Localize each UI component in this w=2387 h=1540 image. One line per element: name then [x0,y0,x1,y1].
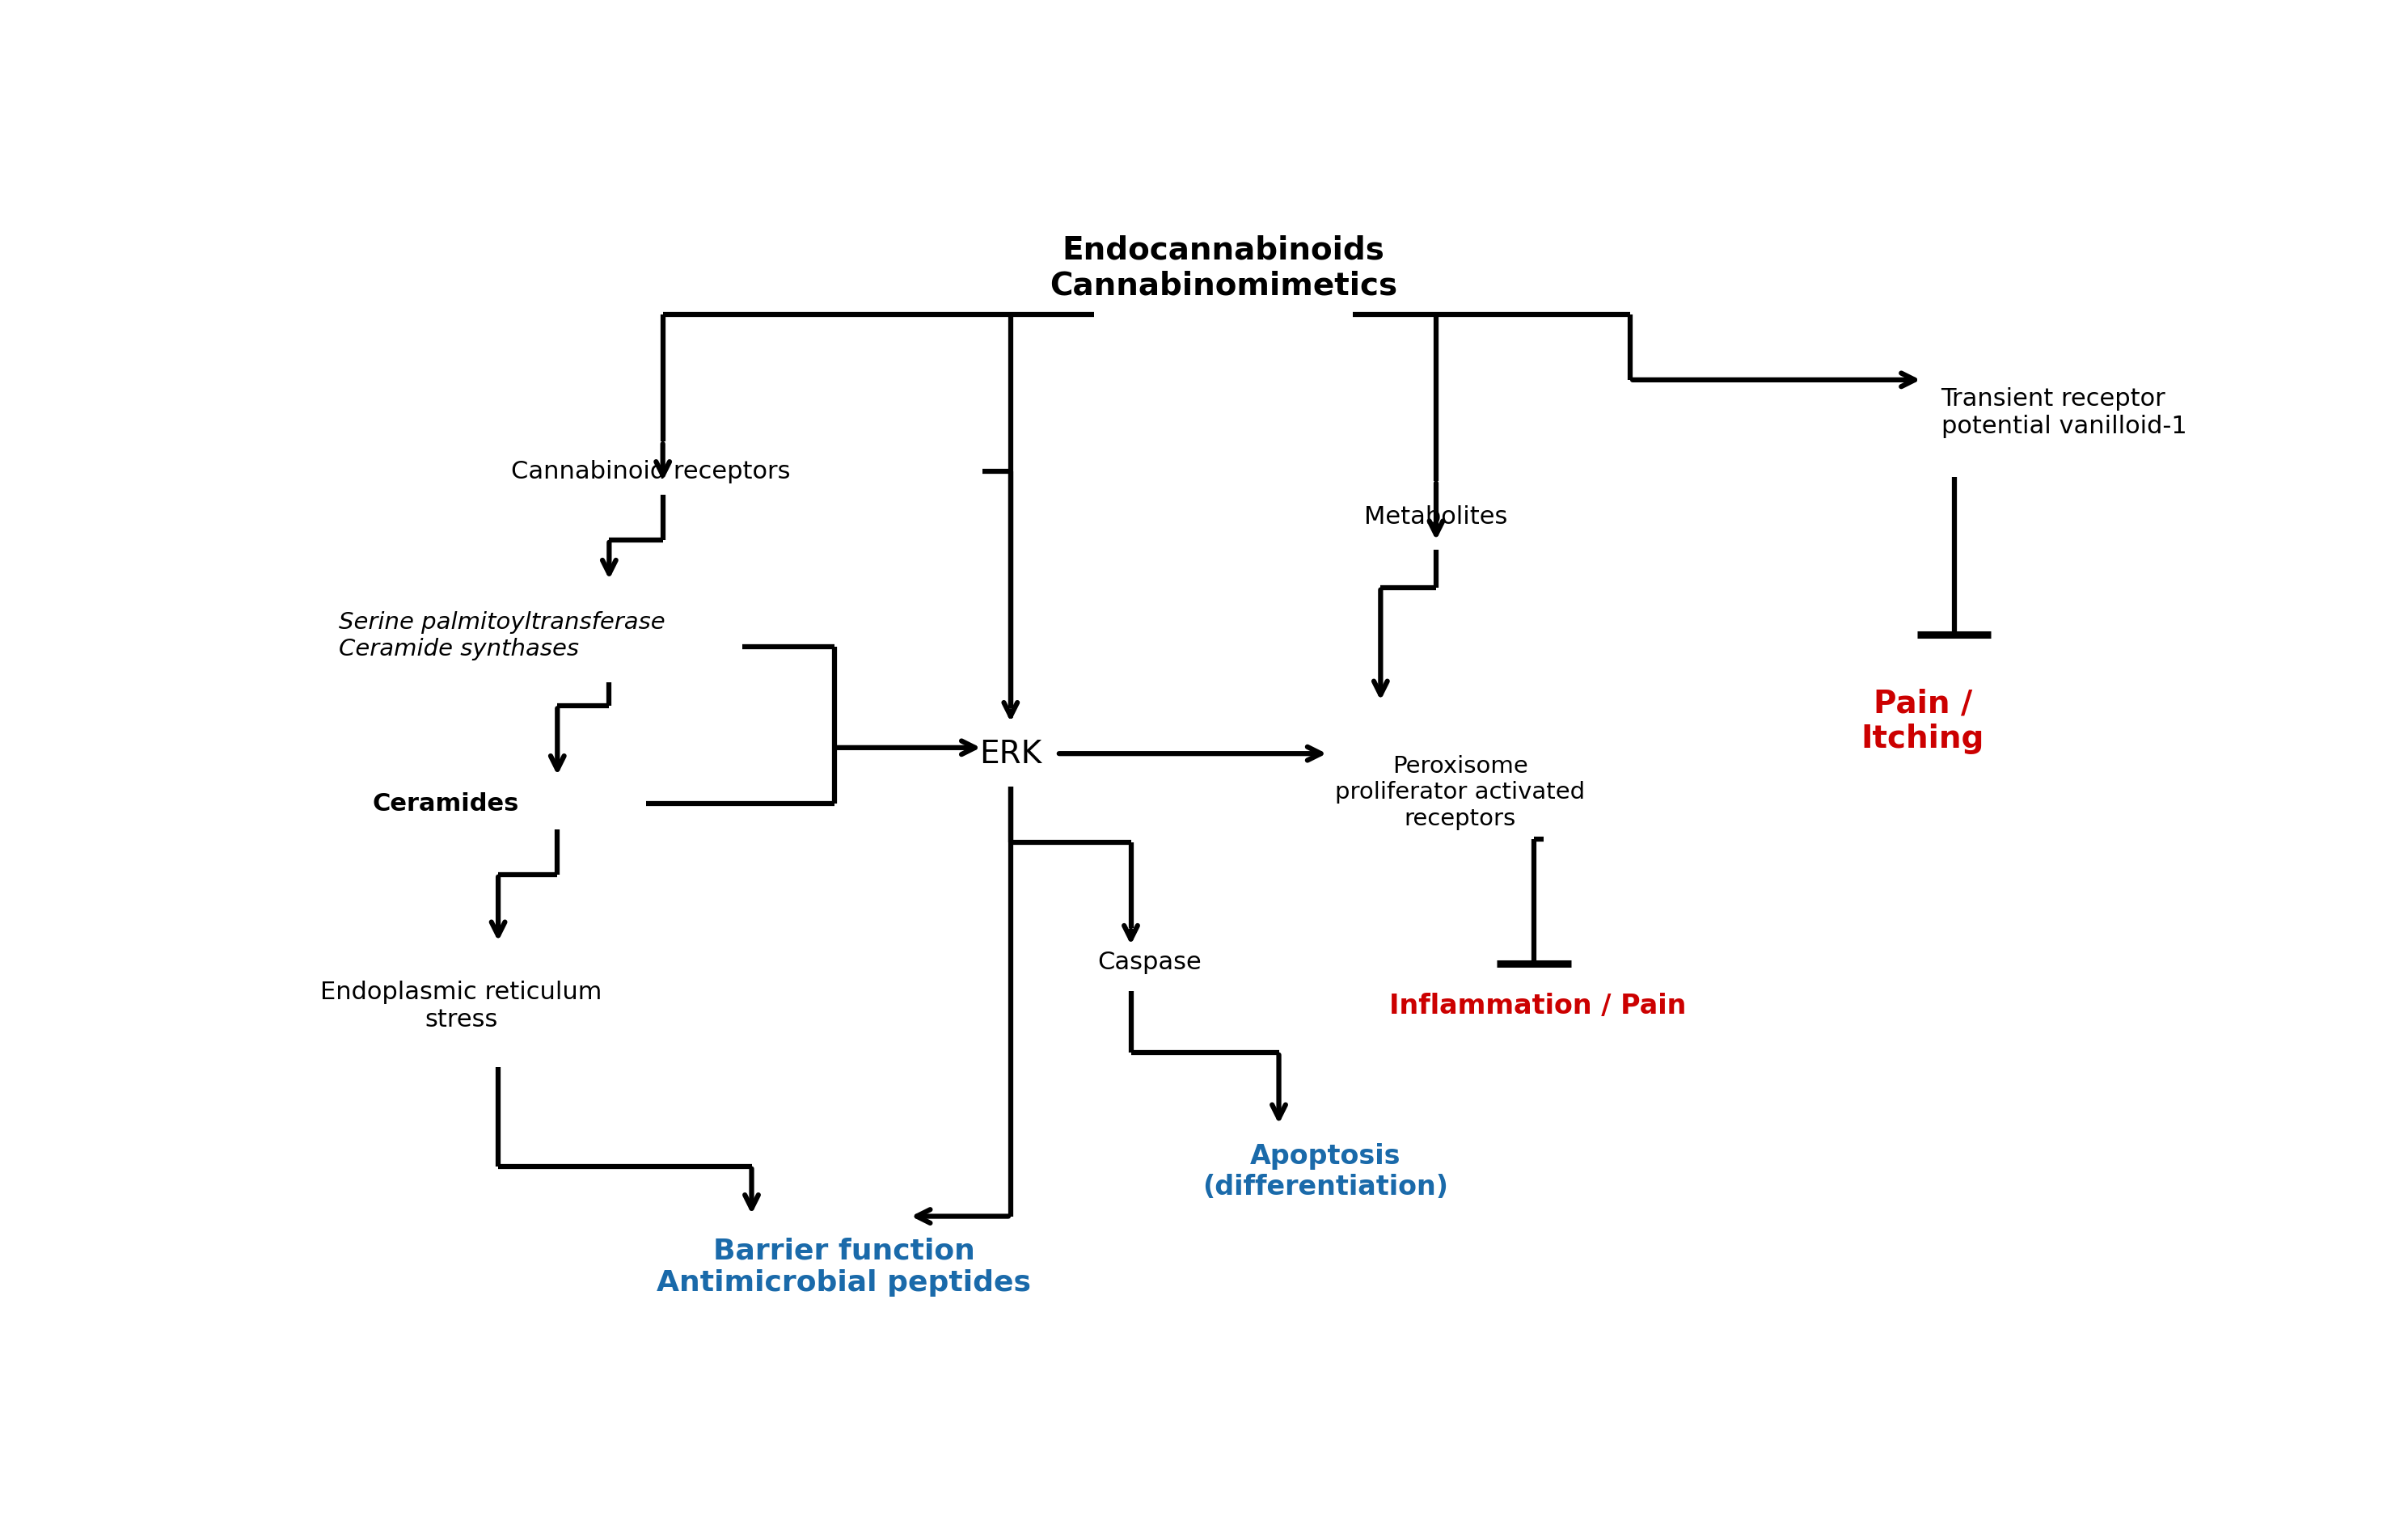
Text: Serine palmitoyltransferase
Ceramide synthases: Serine palmitoyltransferase Ceramide syn… [339,611,666,659]
Text: Ceramides: Ceramides [372,792,518,816]
Text: Endocannabinoids
Cannabinomimetics: Endocannabinoids Cannabinomimetics [1050,234,1396,300]
Text: Metabolites: Metabolites [1365,505,1509,528]
Text: Caspase: Caspase [1098,950,1201,973]
Text: Transient receptor
potential vanilloid-1: Transient receptor potential vanilloid-1 [1941,387,2186,437]
Text: Pain /
Itching: Pain / Itching [1862,688,1984,755]
Text: Inflammation / Pain: Inflammation / Pain [1389,992,1685,1018]
Text: Peroxisome
proliferator activated
receptors: Peroxisome proliferator activated recept… [1334,755,1585,830]
Text: Cannabinoid receptors: Cannabinoid receptors [511,460,790,484]
Text: Endoplasmic reticulum
stress: Endoplasmic reticulum stress [320,979,602,1030]
Text: Apoptosis
(differentiation): Apoptosis (differentiation) [1203,1143,1449,1200]
Text: ERK: ERK [979,739,1041,770]
Text: Barrier function
Antimicrobial peptides: Barrier function Antimicrobial peptides [656,1237,1031,1295]
